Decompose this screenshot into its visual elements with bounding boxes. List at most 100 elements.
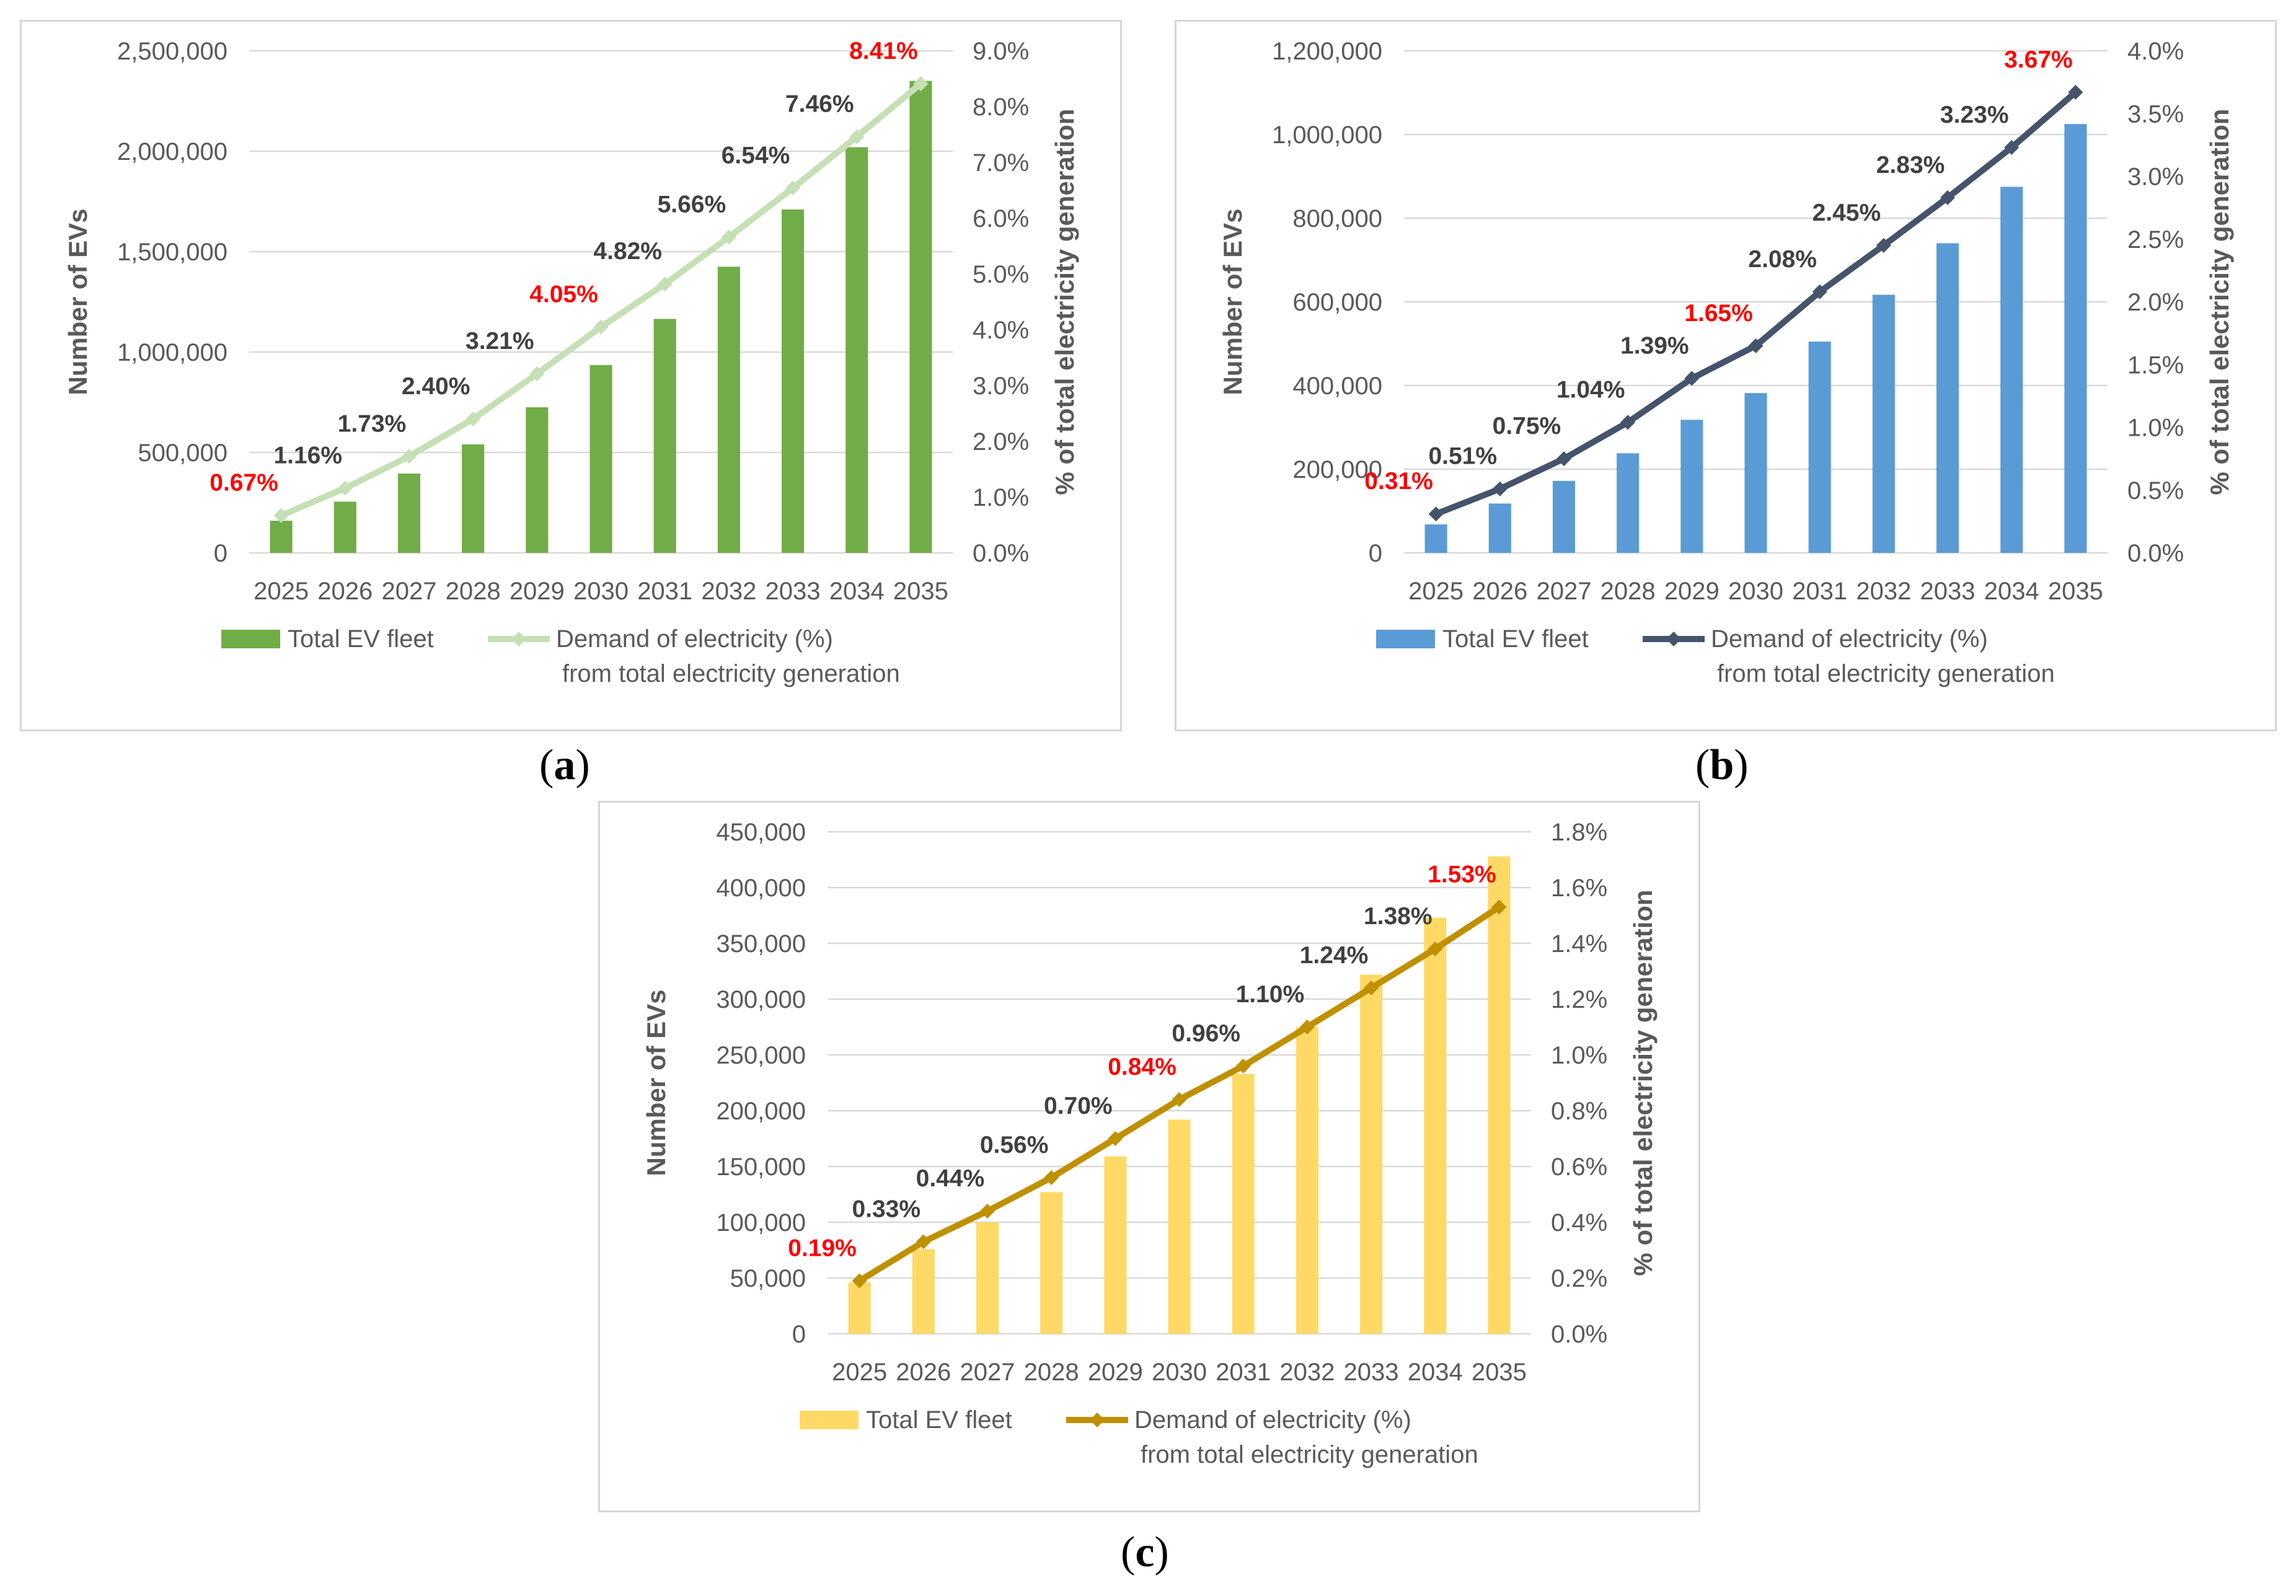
y-tick-label: 800,000 (1292, 205, 1382, 232)
y2-axis-title: % of total electricity generation (1050, 108, 1079, 495)
y2-tick-label: 1.4% (1551, 930, 1607, 958)
y2-tick-label: 4.0% (2127, 38, 2184, 65)
bar-2029 (526, 407, 549, 553)
data-label-2035: 8.41% (849, 38, 918, 64)
line-marker-2035 (2068, 84, 2083, 100)
legend-line-label-2: from total electricity generation (1717, 660, 2055, 687)
x-tick-label: 2030 (573, 578, 629, 605)
y2-tick-label: 2.5% (2127, 226, 2184, 254)
legend-bar-swatch (800, 1411, 859, 1429)
data-label-2025: 0.31% (1364, 468, 1433, 495)
x-tick-label: 2029 (1664, 578, 1720, 605)
x-tick-label: 2035 (1472, 1359, 1527, 1386)
x-tick-label: 2028 (1601, 578, 1656, 605)
y-tick-label: 1,000,000 (1272, 121, 1382, 149)
data-label-2027: 1.73% (338, 410, 407, 437)
y-tick-label: 250,000 (716, 1042, 806, 1069)
line-marker-2026 (916, 1234, 931, 1250)
x-tick-label: 2032 (1279, 1359, 1335, 1386)
y2-tick-label: 0.5% (2127, 477, 2184, 505)
y-tick-label: 350,000 (716, 930, 806, 958)
data-label-2034: 1.38% (1364, 903, 1433, 930)
line-marker-2025 (852, 1273, 867, 1289)
x-tick-label: 2032 (1856, 578, 1911, 605)
x-tick-label: 2035 (893, 578, 948, 605)
y2-tick-label: 0.0% (973, 540, 1029, 567)
data-label-2031: 0.96% (1172, 1020, 1240, 1047)
y-tick-label: 2,500,000 (117, 38, 227, 65)
bar-2027 (397, 474, 421, 553)
data-label-2026: 0.33% (852, 1196, 921, 1223)
line-marker-2034 (849, 129, 865, 144)
y-tick-label: 150,000 (716, 1153, 806, 1181)
y2-tick-label: 1.5% (2127, 351, 2184, 379)
bar-2026 (912, 1249, 935, 1334)
bar-2027 (976, 1222, 999, 1334)
y2-tick-label: 1.2% (1551, 986, 1607, 1013)
line-marker-2031 (657, 276, 673, 292)
y2-tick-label: 8.0% (973, 94, 1029, 121)
data-label-2030: 1.65% (1684, 300, 1753, 327)
bar-2034 (2000, 187, 2023, 553)
data-label-2033: 2.83% (1876, 152, 1945, 179)
bar-2032 (1296, 1027, 1318, 1334)
y-tick-label: 500,000 (138, 439, 227, 467)
x-tick-label: 2029 (1088, 1359, 1143, 1386)
data-label-2032: 1.10% (1236, 981, 1305, 1008)
data-label-2028: 1.04% (1556, 376, 1625, 403)
y2-tick-label: 5.0% (973, 261, 1029, 288)
y2-tick-label: 0.0% (2127, 540, 2184, 567)
y2-tick-label: 1.0% (1551, 1042, 1607, 1069)
data-label-2028: 0.56% (980, 1132, 1049, 1158)
y-tick-label: 200,000 (1292, 456, 1382, 483)
x-tick-label: 2034 (1408, 1359, 1463, 1386)
legend-line-label-2: from total electricity generation (1141, 1441, 1478, 1468)
y2-tick-label: 3.5% (2127, 100, 2184, 128)
data-label-2031: 2.08% (1748, 246, 1817, 273)
x-tick-label: 2026 (896, 1359, 951, 1386)
legend-bar-swatch (221, 630, 280, 648)
legend-line-label: Demand of electricity (%) (1711, 625, 1988, 653)
legend-line-label-2: from total electricity generation (562, 660, 900, 687)
data-label-2027: 0.44% (916, 1165, 985, 1192)
y2-tick-label: 2.0% (973, 428, 1029, 456)
line-marker-2033 (1940, 190, 1956, 205)
bar-2029 (1680, 420, 1703, 553)
data-label-2032: 2.45% (1813, 200, 1881, 226)
legend-line-label: Demand of electricity (%) (556, 625, 833, 653)
x-tick-label: 2035 (2048, 578, 2103, 605)
bar-2030 (1168, 1119, 1191, 1334)
y-tick-label: 50,000 (730, 1265, 806, 1292)
line-marker-2034 (2004, 139, 2020, 155)
data-label-2026: 1.16% (273, 443, 342, 469)
bar-2029 (1104, 1156, 1127, 1334)
y-tick-label: 1,500,000 (117, 239, 227, 266)
bar-2028 (462, 444, 485, 553)
bar-2033 (1359, 974, 1383, 1334)
legend-line-label: Demand of electricity (%) (1134, 1406, 1411, 1434)
bar-2035 (2064, 124, 2087, 553)
x-tick-label: 2026 (317, 578, 373, 605)
bar-2035 (1488, 856, 1511, 1334)
data-label-2030: 4.05% (529, 281, 598, 308)
bar-2030 (589, 365, 612, 553)
bar-2032 (1872, 294, 1895, 553)
y-axis-title: Number of EVs (642, 989, 671, 1176)
line-marker-2035 (1491, 899, 1507, 915)
y2-tick-label: 4.0% (973, 317, 1029, 344)
chart-b: 0 200,000 400,000 600,000 800,000 1,000,000 1,… (1218, 38, 2234, 687)
line-marker-2025 (1428, 506, 1444, 522)
y2-tick-label: 1.8% (1551, 819, 1607, 846)
y2-tick-label: 6.0% (973, 205, 1029, 232)
y2-tick-label: 1.6% (1551, 875, 1607, 902)
line-marker-2032 (721, 229, 736, 245)
legend-line-marker (1666, 632, 1681, 646)
line-marker-2027 (401, 449, 417, 464)
y-axis-title: Number of EVs (1218, 208, 1247, 395)
line-marker-2025 (273, 508, 289, 523)
chart-a: 0 500,000 1,000,000 1,500,000 2,000,000 2,500… (63, 38, 1079, 687)
x-tick-label: 2027 (960, 1359, 1015, 1386)
y2-tick-label: 0.0% (1551, 1321, 1607, 1348)
y2-axis-title: % of total electricity generation (2205, 108, 2234, 495)
y-tick-label: 2,000,000 (117, 138, 227, 165)
